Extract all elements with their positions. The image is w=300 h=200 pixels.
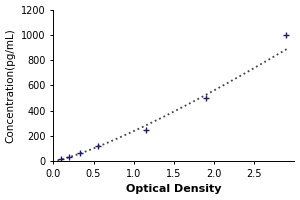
Y-axis label: Concentration(pg/mL): Concentration(pg/mL) (6, 28, 16, 143)
X-axis label: Optical Density: Optical Density (126, 184, 222, 194)
